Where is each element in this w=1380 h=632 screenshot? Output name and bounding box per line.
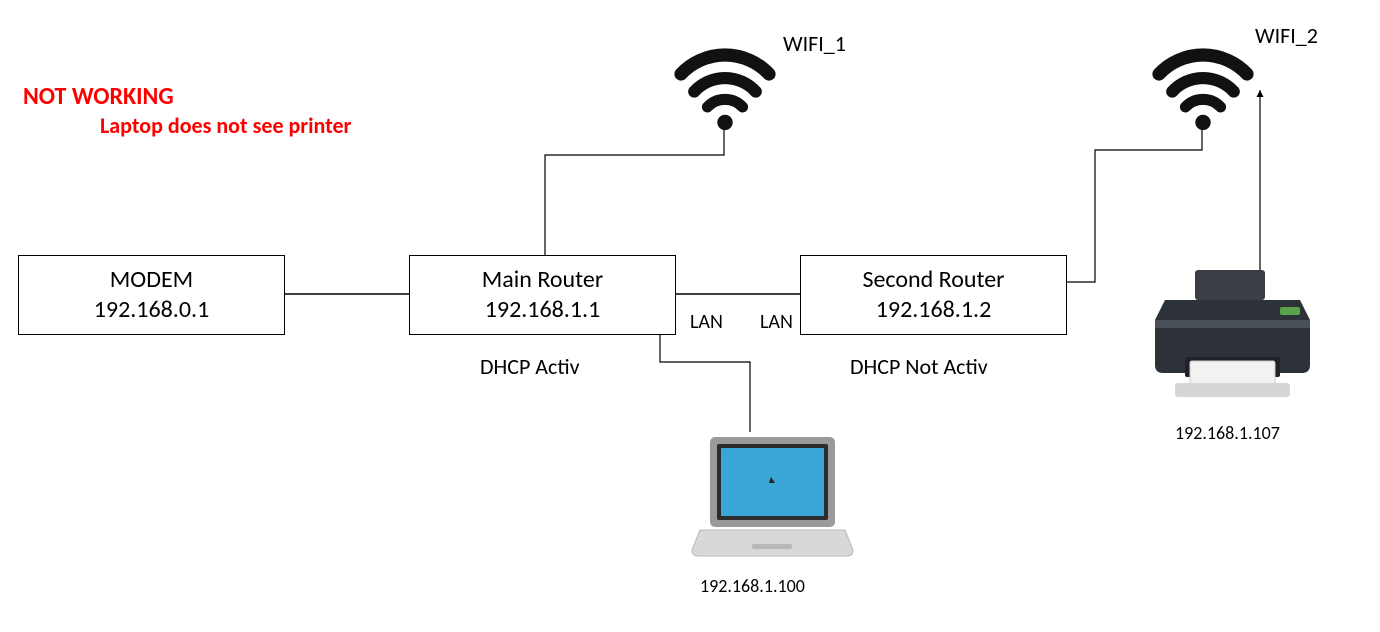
laptop-icon: [690, 432, 855, 562]
second-router-ip: 192.168.1.2: [876, 295, 992, 325]
main-router-ip: 192.168.1.1: [485, 295, 601, 325]
edge-line: [545, 126, 724, 255]
main-router-title: Main Router: [482, 265, 603, 295]
node-modem: MODEM 192.168.0.1: [18, 255, 285, 335]
second-router-title: Second Router: [862, 265, 1004, 295]
second-router-dhcp-label: DHCP Not Activ: [850, 353, 988, 380]
laptop-ip: 192.168.1.100: [700, 575, 805, 597]
printer-icon: [1150, 265, 1315, 405]
lan-label-left: LAN: [690, 310, 723, 334]
lan-label-right: LAN: [760, 310, 793, 334]
wifi-icon: [670, 40, 780, 130]
modem-ip: 192.168.0.1: [94, 295, 210, 325]
main-router-dhcp-label: DHCP Activ: [480, 353, 580, 380]
wifi1-label: WIFI_1: [783, 30, 846, 57]
wifi2-label: WIFI_2: [1255, 22, 1318, 49]
node-main-router: Main Router 192.168.1.1: [409, 255, 676, 335]
error-subtitle: Laptop does not see printer: [100, 112, 351, 139]
node-second-router: Second Router 192.168.1.2: [800, 255, 1067, 335]
error-title: NOT WORKING: [23, 82, 174, 111]
printer-ip: 192.168.1.107: [1175, 422, 1280, 444]
edge-line: [1065, 126, 1202, 282]
edge-line: [660, 333, 750, 432]
wifi-icon: [1148, 40, 1258, 130]
modem-title: MODEM: [110, 265, 193, 295]
